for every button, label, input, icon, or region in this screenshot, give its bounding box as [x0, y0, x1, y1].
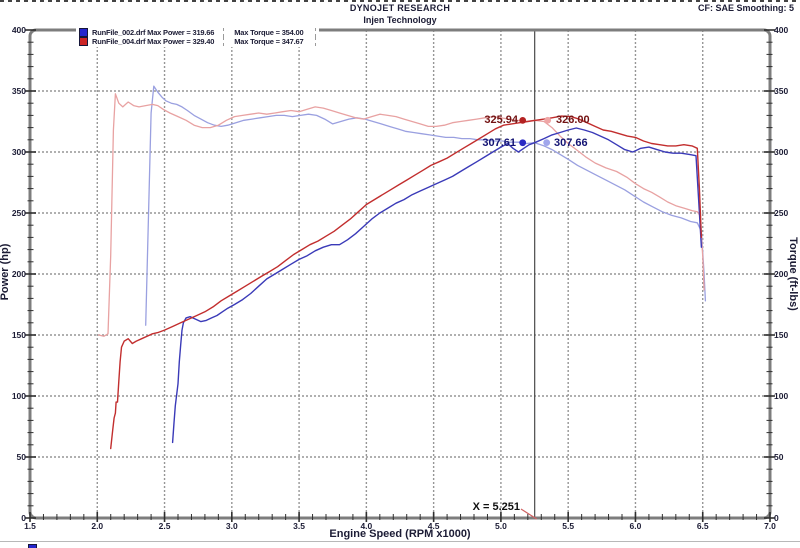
y-left-tick-label: 250: [12, 208, 26, 218]
x-tick-label: 2.0: [91, 521, 103, 531]
series-power-002-line: [171, 127, 703, 444]
cursor-readout-power-002: 307.61: [482, 137, 516, 149]
legend-divider: [315, 28, 317, 37]
series-power-004-line: [109, 115, 703, 450]
y-right-tick-label: 0: [774, 513, 779, 523]
cursor-readout-torque-002: 307.66: [554, 137, 588, 149]
x-tick-label: 7.0: [764, 521, 776, 531]
y-left-tick-label: 0: [21, 513, 26, 523]
x-tick-label: 6.5: [697, 521, 709, 531]
x-tick-label: 5.0: [495, 521, 507, 531]
y-left-tick-label: 300: [12, 147, 26, 157]
x-tick-label: 1.5: [24, 521, 36, 531]
cursor-readout-torque-004: 326.00: [556, 114, 590, 126]
legend-name-power-002: RunFile_002.drf Max Power = 319.66: [92, 28, 215, 37]
x-tick-label: 4.5: [428, 521, 440, 531]
page-subtitle: Injen Technology: [363, 15, 437, 25]
legend-row-runfile-004[interactable]: RunFile_004.drf Max Power = 329.40 Max T…: [79, 37, 317, 46]
y-left-tick-label: 150: [12, 330, 26, 340]
cursor-x-value-label: X = 5.251: [472, 501, 520, 513]
x-tick-label: 2.5: [159, 521, 171, 531]
legend-torque-004: Max Torque = 347.67: [223, 37, 304, 46]
y-left-tick-label: 50: [17, 452, 27, 462]
cursor-pointer-line: [520, 508, 538, 520]
legend-torque-002: Max Torque = 354.00: [223, 28, 304, 37]
y-right-tick-label: 300: [774, 147, 788, 157]
y-right-tick-label: 100: [774, 391, 788, 401]
y-left-tick-label: 350: [12, 86, 26, 96]
y-right-tick-label: 150: [774, 330, 788, 340]
y-right-tick-label: 50: [774, 452, 784, 462]
x-tick-label: 3.0: [226, 521, 238, 531]
legend-divider: [315, 37, 317, 46]
runfile-002-swatch-icon: [79, 28, 88, 37]
x-tick-label: 5.5: [562, 521, 574, 531]
cursor-marker-dot: [543, 139, 551, 147]
series-torque-004-line: [97, 93, 705, 337]
y-right-tick-label: 400: [774, 25, 788, 35]
series-torque-002-line: [145, 85, 707, 326]
correction-smoothing-note: CF: SAE Smoothing: 5: [698, 3, 794, 13]
y-right-tick-label: 350: [774, 86, 788, 96]
cursor-marker-dot: [519, 139, 527, 147]
runfile-004-swatch-icon: [79, 37, 88, 46]
cursor-marker-dot: [544, 116, 552, 124]
legend-name-power-004: RunFile_004.drf Max Power = 329.40: [92, 37, 215, 46]
cursor-marker-dot: [519, 116, 527, 124]
y-left-tick-label: 400: [12, 25, 26, 35]
page-title: DYNOJET RESEARCH: [349, 3, 451, 13]
y-left-tick-label: 100: [12, 391, 26, 401]
y-right-tick-label: 250: [774, 208, 788, 218]
legend-row-runfile-002[interactable]: RunFile_002.drf Max Power = 319.66 Max T…: [79, 28, 317, 37]
cutoff-legend-swatch-icon: [28, 544, 37, 548]
y-axis-title-power: Power (hp): [0, 243, 11, 301]
x-axis-title: Engine Speed (RPM x1000): [329, 528, 471, 540]
run-legend: RunFile_002.drf Max Power = 319.66 Max T…: [76, 27, 320, 47]
y-left-tick-label: 200: [12, 269, 26, 279]
cursor-readout-power-004: 325.94: [484, 114, 518, 126]
x-tick-label: 6.0: [630, 521, 642, 531]
window-top-dotted-edge: [0, 0, 800, 2]
x-tick-label: 4.0: [360, 521, 372, 531]
bottom-divider: [0, 541, 800, 542]
y-axis-title-torque: Torque (ft-lbs): [787, 237, 799, 311]
y-right-tick-label: 200: [774, 269, 788, 279]
x-tick-label: 3.5: [293, 521, 305, 531]
